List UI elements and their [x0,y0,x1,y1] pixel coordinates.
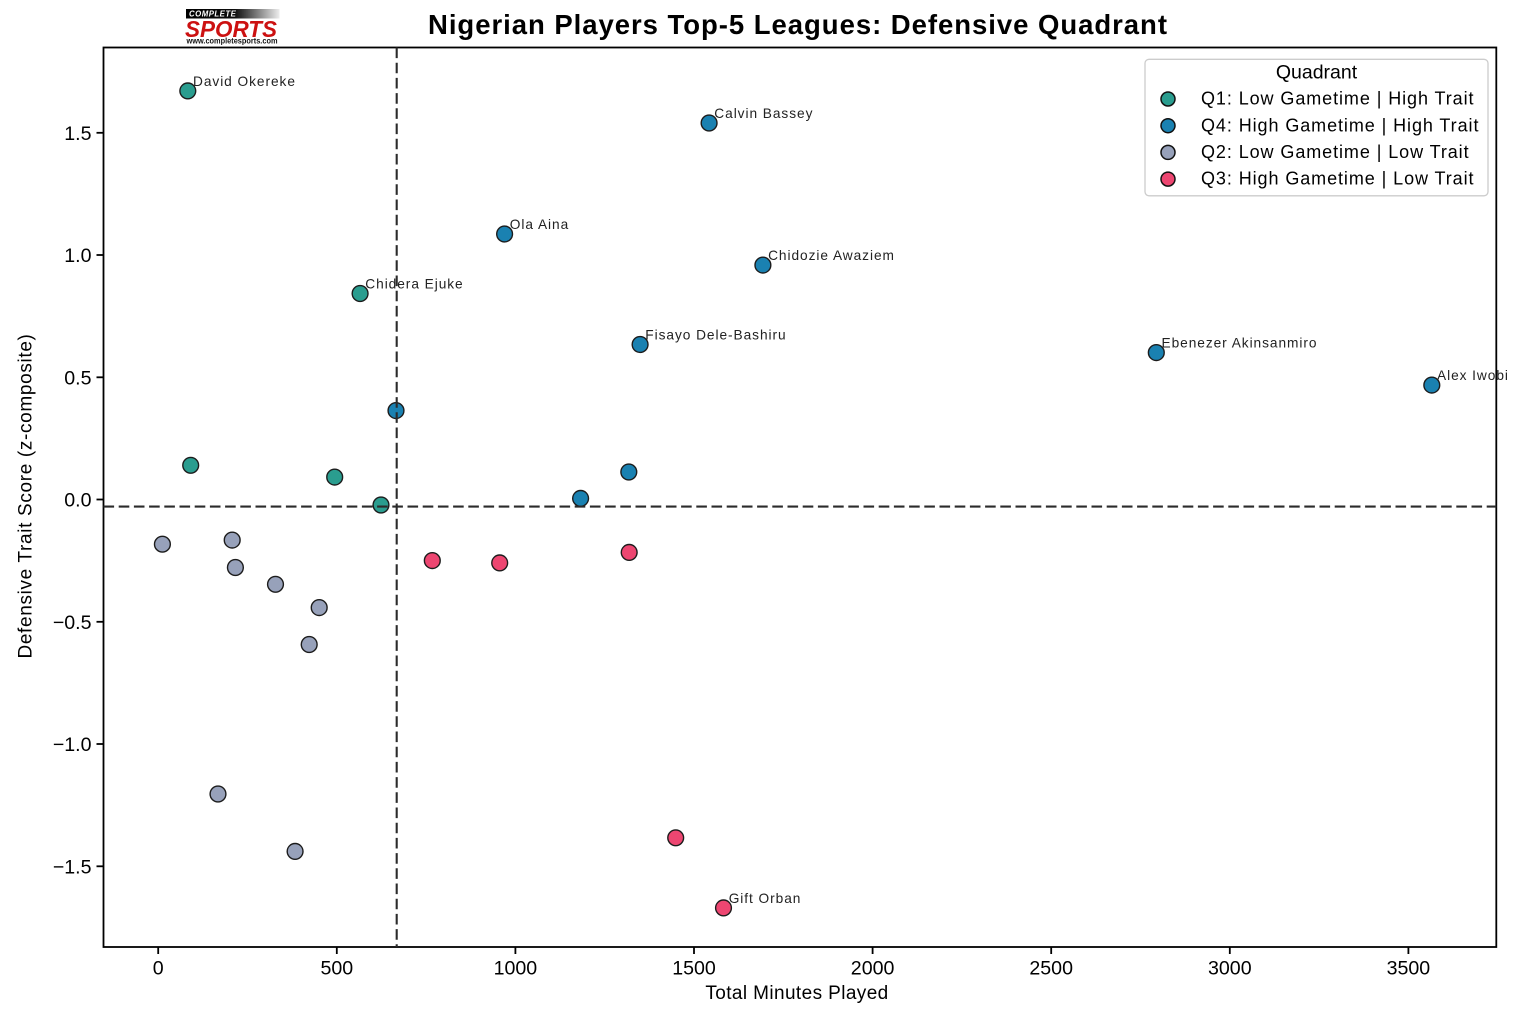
svg-text:Total Minutes Played: Total Minutes Played [705,983,888,1004]
svg-text:SPORTS: SPORTS [185,16,277,42]
svg-text:−1.5: −1.5 [53,856,92,878]
svg-text:Q4: High Gametime | High Trait: Q4: High Gametime | High Trait [1201,115,1479,135]
svg-text:Ebenezer Akinsanmiro: Ebenezer Akinsanmiro [1162,336,1318,351]
svg-text:Nigerian Players Top-5 Leagues: Nigerian Players Top-5 Leagues: Defensiv… [428,9,1167,40]
svg-text:Quadrant: Quadrant [1276,62,1358,84]
svg-text:Alex Iwobi: Alex Iwobi [1437,368,1509,383]
svg-text:Q2: Low Gametime | Low Trait: Q2: Low Gametime | Low Trait [1201,142,1470,162]
svg-text:Calvin Bassey: Calvin Bassey [714,106,813,121]
svg-text:500: 500 [320,958,353,980]
svg-text:3000: 3000 [1208,958,1252,980]
svg-text:0: 0 [153,958,164,980]
svg-text:Q1: Low Gametime | High Trait: Q1: Low Gametime | High Trait [1201,89,1474,109]
svg-text:2000: 2000 [851,958,895,980]
svg-text:1.0: 1.0 [64,245,91,267]
svg-text:Gift Orban: Gift Orban [729,891,802,906]
svg-text:3500: 3500 [1387,958,1431,980]
svg-text:COMPLETE: COMPLETE [189,10,237,19]
svg-text:Fisayo Dele-Bashiru: Fisayo Dele-Bashiru [645,328,786,343]
svg-text:Q3: High Gametime | Low Trait: Q3: High Gametime | Low Trait [1201,169,1474,189]
svg-text:1.5: 1.5 [64,123,91,145]
svg-text:1000: 1000 [494,958,538,980]
svg-text:Chidera Ejuke: Chidera Ejuke [365,277,463,292]
svg-text:Defensive Trait Score (z-compo: Defensive Trait Score (z-composite) [16,333,37,658]
svg-text:1500: 1500 [672,958,716,980]
svg-text:0.0: 0.0 [64,490,91,512]
svg-text:−0.5: −0.5 [53,612,92,634]
svg-text:Ola Aina: Ola Aina [510,217,569,232]
svg-text:−1.0: −1.0 [53,734,92,756]
svg-text:0.5: 0.5 [64,367,91,389]
svg-text:www.completesports.com: www.completesports.com [186,36,278,46]
svg-text:Chidozie Awaziem: Chidozie Awaziem [768,248,895,263]
svg-text:2500: 2500 [1029,958,1073,980]
svg-text:David Okereke: David Okereke [193,74,296,89]
